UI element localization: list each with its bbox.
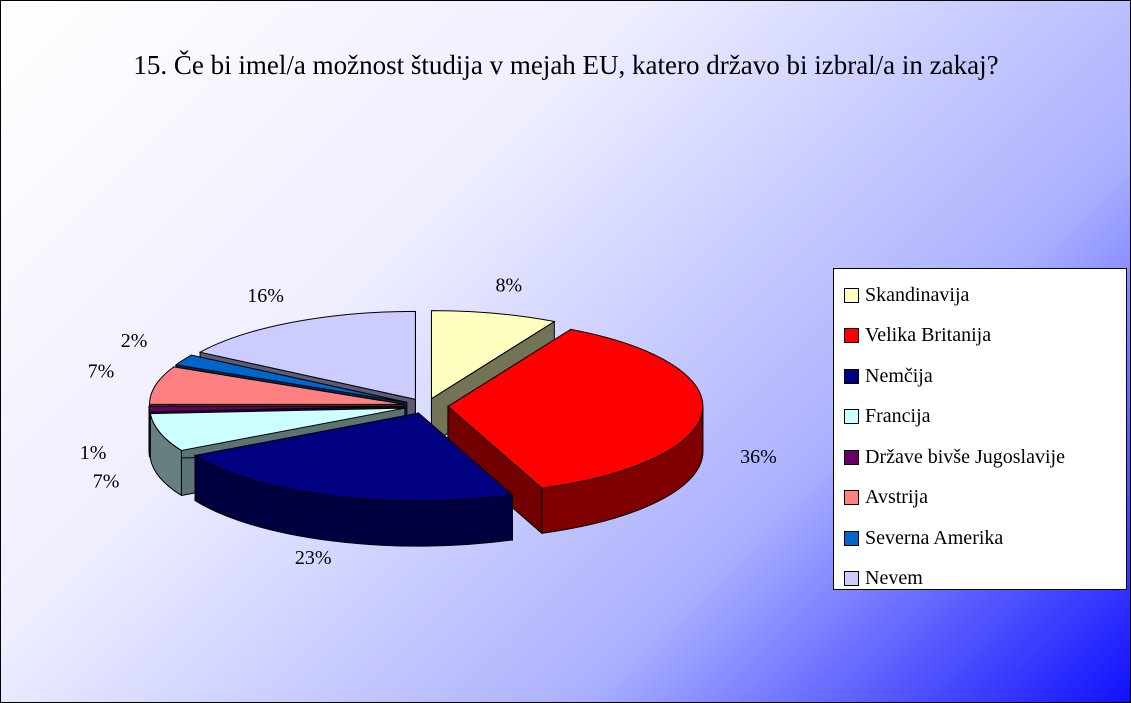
data-label: 23% <box>295 547 332 569</box>
legend-label: Severna Amerika <box>865 526 1004 549</box>
legend-item: Francija <box>834 397 1126 438</box>
legend: Skandinavija Velika Britanija Nemčija Franc… <box>833 268 1127 590</box>
data-label: 7% <box>93 471 120 493</box>
legend-item: Nevem <box>834 559 1126 600</box>
slice-top <box>193 412 514 502</box>
slice <box>447 328 704 535</box>
legend-item: Velika Britanija <box>834 316 1126 357</box>
slice-wall <box>148 406 151 457</box>
slice-top <box>149 407 405 452</box>
legend-swatch <box>844 409 859 425</box>
legend-item: Avstrija <box>834 478 1126 519</box>
legend-swatch <box>844 530 859 546</box>
legend-item: Države bivše Jugoslavije <box>834 437 1126 478</box>
legend-label: Države bivše Jugoslavije <box>865 445 1065 468</box>
legend-label: Skandinavija <box>865 283 970 306</box>
slice-top <box>148 405 405 413</box>
slice-top <box>174 354 407 403</box>
slice <box>193 412 514 547</box>
slice-top <box>149 366 405 405</box>
legend-swatch <box>844 449 859 465</box>
legend-item: Skandinavija <box>834 275 1126 316</box>
legend-label: Avstrija <box>865 486 928 509</box>
data-label: 7% <box>88 361 115 383</box>
legend-item: Severna Amerika <box>834 518 1126 559</box>
legend-item: Nemčija <box>834 356 1126 397</box>
data-label: 8% <box>496 274 523 296</box>
legend-swatch <box>844 571 859 587</box>
legend-swatch <box>844 328 859 344</box>
legend-swatch <box>844 287 859 303</box>
legend-label: Nemčija <box>865 364 933 387</box>
legend-label: Nevem <box>865 567 923 590</box>
slice-top <box>430 310 556 400</box>
chart-title: 15. Če bi imel/a možnost študija v mejah… <box>133 50 999 80</box>
data-label: 16% <box>247 285 284 307</box>
slice-top <box>198 310 416 400</box>
data-label: 1% <box>80 442 107 464</box>
legend-label: Francija <box>865 405 931 428</box>
legend-swatch <box>844 368 859 384</box>
slice-top <box>447 328 704 489</box>
data-label: 2% <box>121 330 148 352</box>
legend-swatch <box>844 490 859 506</box>
legend-label: Velika Britanija <box>865 324 992 347</box>
data-label: 36% <box>740 446 777 468</box>
